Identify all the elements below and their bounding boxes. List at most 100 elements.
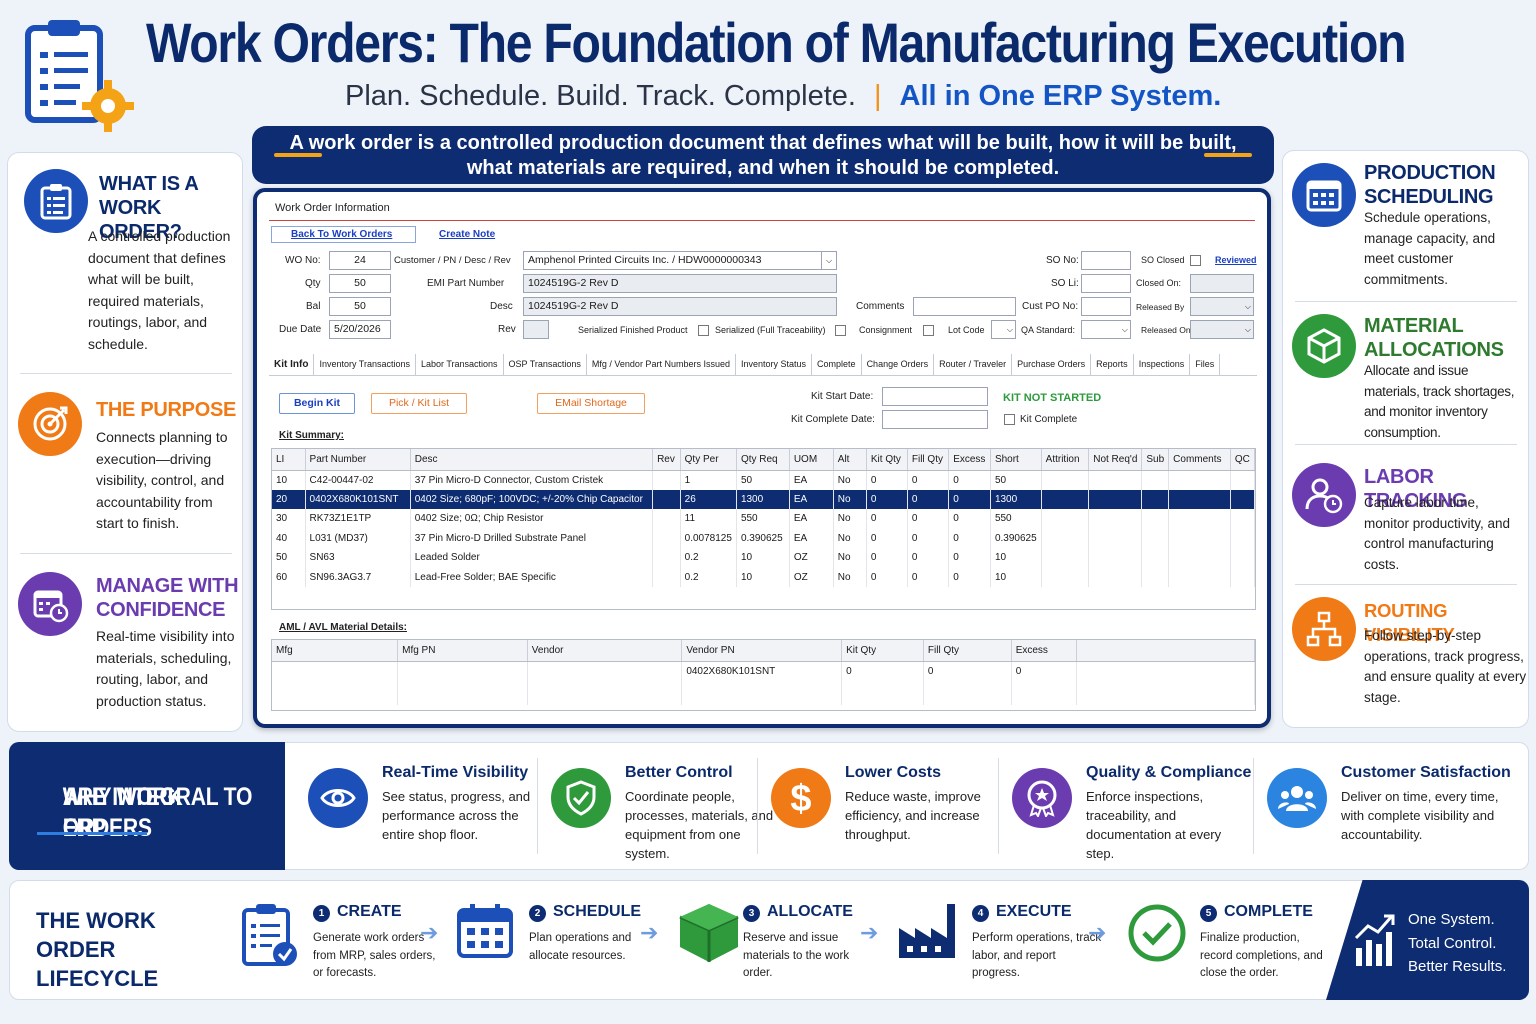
consignment-checkbox[interactable] — [923, 325, 934, 336]
chevron-down-icon: ⌵ — [1121, 325, 1128, 334]
column-header[interactable]: Comments — [1168, 449, 1231, 471]
step-title: EXECUTE — [996, 903, 1072, 920]
column-header[interactable]: Part Number — [305, 449, 411, 471]
column-header[interactable]: Mfg PN — [397, 640, 528, 662]
tab-files[interactable]: Files — [1190, 354, 1221, 375]
desc-field[interactable]: 1024519G-2 Rev D — [523, 297, 837, 316]
due-date-field[interactable]: 5/20/2026 — [329, 320, 391, 339]
section-title: THE PURPOSE — [96, 399, 237, 421]
lifecycle-step-schedule: 2 SCHEDULE Plan operations and allocate re… — [529, 898, 664, 988]
back-to-work-orders-link[interactable]: Back To Work Orders — [291, 229, 393, 240]
tagline-accent: All in One ERP System. — [899, 80, 1222, 112]
kit-complete-date-field[interactable] — [882, 410, 988, 429]
table-cell — [1041, 548, 1090, 568]
tab-inventory-transactions[interactable]: Inventory Transactions — [314, 354, 416, 375]
banner-line-1: A work order is a controlled production … — [289, 132, 1237, 154]
tab-router-traveler[interactable]: Router / Traveler — [934, 354, 1013, 375]
wo-no-field[interactable]: 24 — [329, 251, 391, 270]
column-header[interactable]: Qty Per — [680, 449, 737, 471]
table-row[interactable]: 10 C42-00447-02 37 Pin Micro-D Connector, … — [272, 470, 1256, 490]
customer-select[interactable]: Amphenol Printed Circuits Inc. / HDW0000… — [523, 251, 837, 270]
tab-osp-transactions[interactable]: OSP Transactions — [504, 354, 587, 375]
bal-field[interactable]: 50 — [329, 297, 391, 316]
column-header[interactable]: Fill Qty — [923, 640, 1012, 662]
table-cell: 10 — [990, 567, 1042, 587]
so-closed-checkbox[interactable] — [1190, 255, 1201, 266]
column-header[interactable]: Rev — [652, 449, 681, 471]
kit-complete-checkbox[interactable] — [1004, 414, 1015, 425]
column-header[interactable]: Vendor PN — [681, 640, 843, 662]
column-header[interactable] — [1076, 640, 1256, 662]
tab-labor-transactions[interactable]: Labor Transactions — [416, 354, 504, 375]
column-header[interactable]: Short — [990, 449, 1042, 471]
column-header[interactable]: Attrition — [1041, 449, 1090, 471]
column-header[interactable]: UOM — [789, 449, 834, 471]
rev-field[interactable] — [523, 320, 549, 339]
tab-reports[interactable]: Reports — [1091, 354, 1134, 375]
hierarchy-icon — [1292, 597, 1356, 661]
table-cell: EA — [789, 528, 834, 548]
table-row[interactable]: 60 SN96.3AG3.7 Lead-Free Solder; BAE Speci… — [272, 567, 1256, 587]
tab-complete[interactable]: Complete — [812, 354, 862, 375]
kit-start-field[interactable] — [882, 387, 988, 406]
kit-start-label: Kit Start Date: — [811, 391, 874, 402]
column-header[interactable]: Excess — [1011, 640, 1077, 662]
table-cell — [527, 661, 683, 705]
table-cell: 0 — [907, 567, 950, 587]
released-by-select[interactable]: ⌵ — [1190, 297, 1254, 316]
emi-part-field[interactable]: 1024519G-2 Rev D — [523, 274, 837, 293]
table-cell: 0 — [948, 470, 991, 490]
cust-po-field[interactable] — [1081, 297, 1131, 316]
pick-kit-list-button[interactable]: Pick / Kit List — [371, 393, 467, 414]
table-cell: 0402X680K101SNT — [305, 489, 411, 509]
tab-inventory-status[interactable]: Inventory Status — [736, 354, 813, 375]
tab-purchase-orders[interactable]: Purchase Orders — [1012, 354, 1092, 375]
column-header[interactable]: Alt — [833, 449, 867, 471]
column-header[interactable]: Kit Qty — [841, 640, 924, 662]
column-header[interactable]: Qty Req — [736, 449, 790, 471]
tab-change-orders[interactable]: Change Orders — [862, 354, 935, 375]
column-header[interactable]: Excess — [948, 449, 991, 471]
tab-inspections[interactable]: Inspections — [1134, 354, 1191, 375]
column-header[interactable]: QC — [1230, 449, 1256, 471]
lifecycle-step-create: 1 CREATE Generate work orders from MRP, sa… — [313, 898, 448, 988]
column-header[interactable]: Vendor — [527, 640, 683, 662]
released-on-select[interactable]: ⌵ — [1190, 320, 1254, 339]
column-header[interactable]: Desc — [410, 449, 654, 471]
comments-field[interactable] — [913, 297, 1016, 316]
tab-kit-info[interactable]: Kit Info — [269, 354, 315, 375]
table-row[interactable]: 0402X680K101SNT 0 0 0 — [272, 661, 1256, 705]
create-note-link[interactable]: Create Note — [439, 229, 496, 240]
table-row[interactable]: 50 SN63 Leaded Solder 0.2 10 OZ No 0 0 0 10 — [272, 548, 1256, 568]
qty-field[interactable]: 50 — [329, 274, 391, 293]
table-row[interactable]: 20 0402X680K101SNT 0402 Size; 680pF; 100VD… — [272, 489, 1256, 509]
kit-complete-label: Kit Complete — [1020, 414, 1078, 425]
section-text: Real-time visibility into materials, sch… — [96, 628, 235, 709]
so-li-field[interactable] — [1081, 274, 1131, 293]
email-shortage-button[interactable]: EMail Shortage — [537, 393, 645, 414]
table-cell — [1168, 489, 1231, 509]
column-header[interactable]: Not Req'd — [1088, 449, 1143, 471]
column-header[interactable]: Kit Qty — [866, 449, 908, 471]
serialized-fp-checkbox[interactable] — [698, 325, 709, 336]
column-header[interactable]: Mfg — [272, 640, 399, 662]
lot-code-select[interactable]: ⌵ — [991, 320, 1016, 339]
column-header[interactable]: Sub — [1141, 449, 1170, 471]
qa-standard-select[interactable]: ⌵ — [1081, 320, 1131, 339]
table-cell: 10 — [736, 548, 790, 568]
dollar-icon: $ — [771, 768, 831, 828]
table-cell: 50 — [272, 548, 306, 568]
begin-kit-button[interactable]: Begin Kit — [279, 393, 355, 414]
table-cell — [1168, 509, 1231, 529]
table-row[interactable]: 40 L031 (MD37) 37 Pin Micro-D Drilled Subs… — [272, 528, 1256, 548]
table-cell — [1041, 470, 1090, 490]
column-header[interactable]: LI — [272, 449, 306, 471]
column-header[interactable]: Fill Qty — [907, 449, 950, 471]
reviewed-link[interactable]: Reviewed — [1215, 255, 1257, 265]
chevron-down-icon[interactable]: ⌵ — [821, 252, 836, 269]
so-no-field[interactable] — [1081, 251, 1131, 270]
closed-on-field[interactable] — [1190, 274, 1254, 293]
serialized-full-checkbox[interactable] — [835, 325, 846, 336]
table-row[interactable]: 30 RK73Z1E1TP 0402 Size; 0Ω; Chip Resistor… — [272, 509, 1256, 529]
tab-mfg-vendor-part-numbers-issued[interactable]: Mfg / Vendor Part Numbers Issued — [587, 354, 736, 375]
